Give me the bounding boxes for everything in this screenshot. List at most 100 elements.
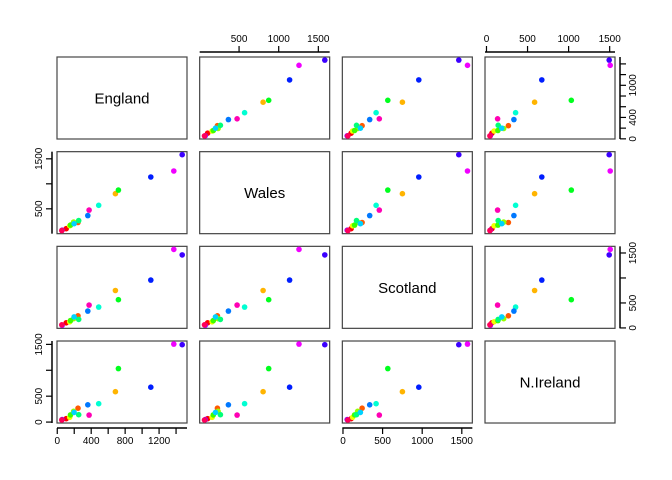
data-point <box>606 57 612 63</box>
data-point <box>568 97 575 104</box>
data-point <box>373 109 379 116</box>
data-point <box>234 116 240 122</box>
data-point <box>456 57 462 63</box>
data-point <box>201 417 208 423</box>
data-point <box>385 97 391 104</box>
data-point <box>59 322 65 328</box>
data-point <box>71 220 77 227</box>
panel-box-r1c3 <box>484 151 616 235</box>
data-point <box>345 417 351 423</box>
data-point <box>148 174 154 180</box>
axis-tick-label: 0 <box>340 436 346 447</box>
data-point <box>86 412 92 418</box>
axis-tick-label: 1500 <box>599 34 622 45</box>
axis-tick-label: 1500 <box>628 241 639 264</box>
data-point <box>59 417 65 423</box>
data-point <box>225 308 232 314</box>
axis-tick-label: 1000 <box>628 74 639 97</box>
data-point <box>373 202 379 209</box>
data-point <box>234 302 240 308</box>
data-point <box>531 287 538 294</box>
axis-tick-label: 0 <box>55 436 61 447</box>
data-point <box>607 246 613 253</box>
data-point <box>539 277 545 283</box>
data-point <box>487 133 493 139</box>
data-point <box>499 220 505 227</box>
data-point <box>505 219 512 226</box>
data-point <box>212 125 219 131</box>
data-point <box>59 227 65 234</box>
data-point <box>456 151 462 158</box>
data-point <box>531 190 538 197</box>
data-point <box>86 207 92 213</box>
data-point <box>179 151 185 158</box>
data-point <box>75 405 81 412</box>
data-point <box>487 322 493 328</box>
data-point <box>512 202 519 209</box>
data-point <box>366 402 373 408</box>
data-point <box>296 341 302 347</box>
data-point <box>494 207 501 213</box>
data-point <box>494 302 501 308</box>
data-point <box>179 341 185 348</box>
axis-tick-label: 500 <box>34 387 45 404</box>
data-point <box>376 116 383 122</box>
data-point <box>112 388 119 395</box>
data-point <box>464 341 471 347</box>
data-point <box>241 304 248 310</box>
data-point <box>225 402 232 408</box>
data-point <box>86 302 92 308</box>
data-point <box>357 409 364 416</box>
data-point <box>511 116 517 123</box>
data-point <box>539 174 545 180</box>
data-point <box>95 304 102 310</box>
data-point <box>357 220 364 227</box>
data-point <box>345 227 351 234</box>
panel-box-r1c1 <box>199 151 331 235</box>
data-point <box>456 341 462 348</box>
data-point <box>531 99 538 105</box>
data-point <box>179 252 185 258</box>
panel-box-r1c2 <box>341 151 473 235</box>
data-point <box>241 109 248 116</box>
data-point <box>201 322 208 328</box>
diagonal-label-nireland: N.Ireland <box>520 375 581 392</box>
axis-tick-label: 0 <box>484 34 490 45</box>
data-point <box>265 296 272 303</box>
panel-box-r3c3 <box>484 340 616 424</box>
panel-box-r2c2 <box>341 245 473 329</box>
data-point <box>359 405 365 412</box>
data-point <box>357 125 364 131</box>
data-point <box>366 116 373 123</box>
data-point <box>376 207 383 213</box>
data-point <box>373 400 379 407</box>
data-point <box>494 116 501 122</box>
data-point <box>212 314 219 320</box>
data-point <box>95 202 102 209</box>
data-point <box>607 62 613 69</box>
data-point <box>511 212 517 219</box>
axis-tick-label: 1000 <box>557 34 580 45</box>
axis-tick-label: 500 <box>231 34 248 45</box>
data-point <box>399 190 406 197</box>
diagonal-label-england: England <box>94 91 149 108</box>
data-point <box>171 168 177 174</box>
axis-tick-label: 0 <box>34 419 45 425</box>
data-point <box>112 287 119 294</box>
axis-tick-label: 500 <box>374 436 391 447</box>
data-point <box>322 252 328 258</box>
data-point <box>322 341 328 348</box>
data-point <box>260 99 266 105</box>
data-point <box>353 217 360 224</box>
data-point <box>464 62 471 69</box>
panel-box-r2c3 <box>484 245 616 329</box>
axis-tick-label: 1000 <box>268 34 291 45</box>
data-point <box>296 62 302 69</box>
data-point <box>115 296 122 303</box>
data-point <box>115 187 122 193</box>
axis-tick-label: 500 <box>519 34 536 45</box>
data-point <box>385 187 391 193</box>
panel-box-r3c0 <box>56 340 188 424</box>
